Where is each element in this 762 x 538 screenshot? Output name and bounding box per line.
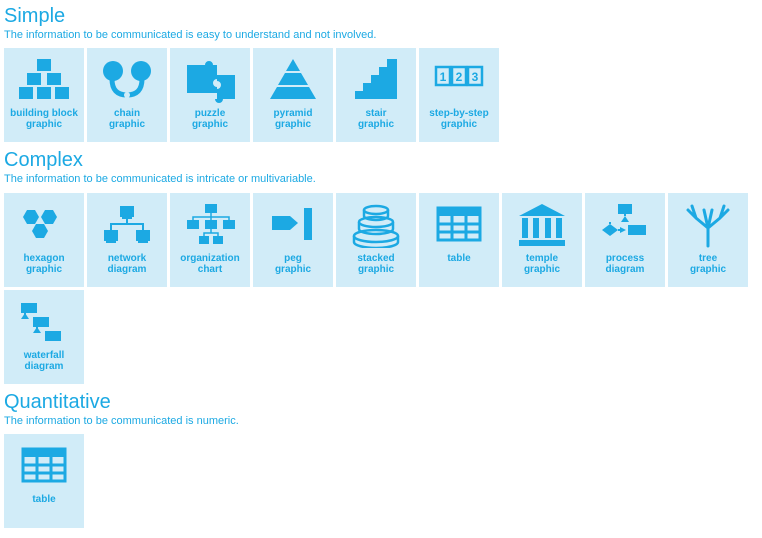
tile-label: tree graphic: [690, 253, 726, 275]
tile-peg[interactable]: peg graphic: [253, 193, 333, 287]
tree-icon: [678, 199, 738, 249]
tile-waterfall[interactable]: waterfall diagram: [4, 290, 84, 384]
tile-grid: hexagon graphic network diagram organizati…: [4, 193, 758, 384]
tile-organization[interactable]: organization chart: [170, 193, 250, 287]
section-title: Simple: [4, 4, 758, 28]
tile-table-q[interactable]: table: [4, 434, 84, 528]
tile-stair[interactable]: stair graphic: [336, 48, 416, 142]
tile-pyramid[interactable]: pyramid graphic: [253, 48, 333, 142]
tile-table[interactable]: table: [419, 193, 499, 287]
tile-grid: building block graphic chain graphic puzzl…: [4, 48, 758, 142]
table-icon: [429, 199, 489, 249]
section-complex: ComplexThe information to be communicate…: [4, 148, 758, 383]
stacked-icon: [346, 199, 406, 249]
section-title: Complex: [4, 148, 758, 172]
section-description: The information to be communicated is in…: [4, 172, 758, 186]
tile-label: organization chart: [180, 253, 239, 275]
building-block-icon: [14, 54, 74, 104]
tile-label: table: [32, 494, 55, 505]
process-icon: [595, 199, 655, 249]
tile-label: waterfall diagram: [24, 350, 65, 372]
network-icon: [97, 199, 157, 249]
hexagon-icon: [14, 199, 74, 249]
tile-building-block[interactable]: building block graphic: [4, 48, 84, 142]
pyramid-icon: [263, 54, 323, 104]
tile-process[interactable]: process diagram: [585, 193, 665, 287]
table-icon: [14, 440, 74, 490]
peg-icon: [263, 199, 323, 249]
tile-label: process diagram: [606, 253, 645, 275]
waterfall-icon: [14, 296, 74, 346]
tile-label: building block graphic: [10, 108, 78, 130]
tile-label: stair graphic: [358, 108, 394, 130]
section-quantitative: QuantitativeThe information to be commun…: [4, 390, 758, 528]
tile-label: hexagon graphic: [23, 253, 64, 275]
tile-label: pyramid graphic: [274, 108, 313, 130]
section-title: Quantitative: [4, 390, 758, 414]
tile-grid: table: [4, 434, 758, 528]
tile-label: step-by-step graphic: [429, 108, 488, 130]
chain-icon: [97, 54, 157, 104]
section-description: The information to be communicated is nu…: [4, 414, 758, 428]
temple-icon: [512, 199, 572, 249]
tile-label: chain graphic: [109, 108, 145, 130]
tile-hexagon[interactable]: hexagon graphic: [4, 193, 84, 287]
section-description: The information to be communicated is ea…: [4, 28, 758, 42]
tile-tree[interactable]: tree graphic: [668, 193, 748, 287]
tile-puzzle[interactable]: puzzle graphic: [170, 48, 250, 142]
organization-icon: [180, 199, 240, 249]
tile-label: puzzle graphic: [192, 108, 228, 130]
tile-step-by-step[interactable]: step-by-step graphic: [419, 48, 499, 142]
puzzle-icon: [180, 54, 240, 104]
step-by-step-icon: [429, 54, 489, 104]
tile-network[interactable]: network diagram: [87, 193, 167, 287]
tile-label: peg graphic: [275, 253, 311, 275]
tile-label: stacked graphic: [357, 253, 394, 275]
tile-chain[interactable]: chain graphic: [87, 48, 167, 142]
tile-stacked[interactable]: stacked graphic: [336, 193, 416, 287]
stair-icon: [346, 54, 406, 104]
tile-temple[interactable]: temple graphic: [502, 193, 582, 287]
tile-label: temple graphic: [524, 253, 560, 275]
section-simple: SimpleThe information to be communicated…: [4, 4, 758, 142]
tile-label: network diagram: [108, 253, 147, 275]
tile-label: table: [447, 253, 470, 264]
